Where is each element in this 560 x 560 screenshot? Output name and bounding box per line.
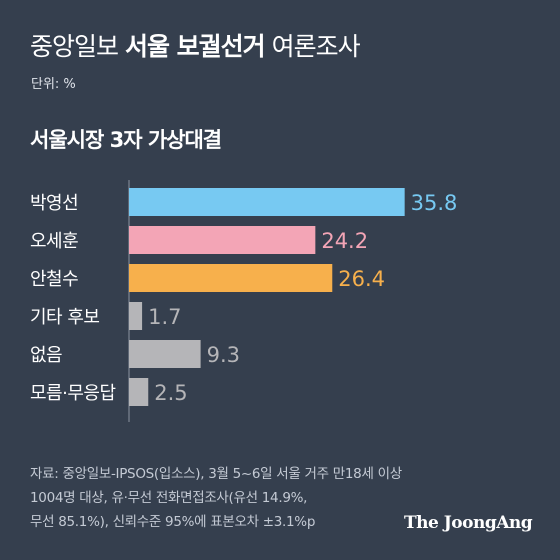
- bar: [129, 226, 316, 254]
- category-label: 없음: [30, 345, 62, 366]
- source-note: 자료: 중앙일보-IPSOS(입소스), 3월 5~6일 서울 거주 만18세 …: [30, 462, 530, 534]
- value-label: 1.7: [148, 305, 181, 329]
- title-suffix: 여론조사: [264, 32, 361, 61]
- source-line: 무선 85.1%), 신뢰수준 95%에 표본오차 ±3.1%p: [30, 514, 316, 530]
- value-label: 24.2: [321, 229, 368, 253]
- category-label: 안철수: [30, 269, 78, 290]
- category-label: 오세훈: [30, 231, 78, 252]
- category-label: 기타 후보: [30, 307, 99, 328]
- title-prefix: 중앙일보: [30, 32, 125, 61]
- bar: [129, 264, 333, 292]
- bar: [129, 340, 201, 368]
- joongang-logo: The JoongAng: [404, 513, 533, 533]
- unit-label: 단위: %: [31, 77, 76, 92]
- category-label: 박영선: [30, 193, 78, 214]
- bar: [129, 378, 149, 406]
- chart-title: 서울시장 3자 가상대결: [30, 128, 222, 152]
- value-label: 9.3: [207, 343, 240, 367]
- source-line: 1004명 대상, 유·무선 전화면접조사(유선 14.9%,: [30, 490, 308, 506]
- category-label: 모름·무응답: [30, 383, 116, 404]
- title-highlight: 서울 보궐선거: [124, 32, 266, 61]
- value-label: 26.4: [338, 267, 385, 291]
- page-title: 중앙일보 서울 보궐선거 여론조사: [30, 27, 361, 63]
- bar-chart: 박영선 35.8 오세훈 24.2 안철수 26.4 기타 후보 1.7 없음 9.3 모름·무응답…: [30, 180, 458, 422]
- source-line: 자료: 중앙일보-IPSOS(입소스), 3월 5~6일 서울 거주 만18세 …: [30, 466, 402, 482]
- value-label: 2.5: [154, 381, 187, 405]
- bar: [129, 188, 405, 216]
- value-label: 35.8: [411, 191, 458, 215]
- bar: [129, 302, 143, 330]
